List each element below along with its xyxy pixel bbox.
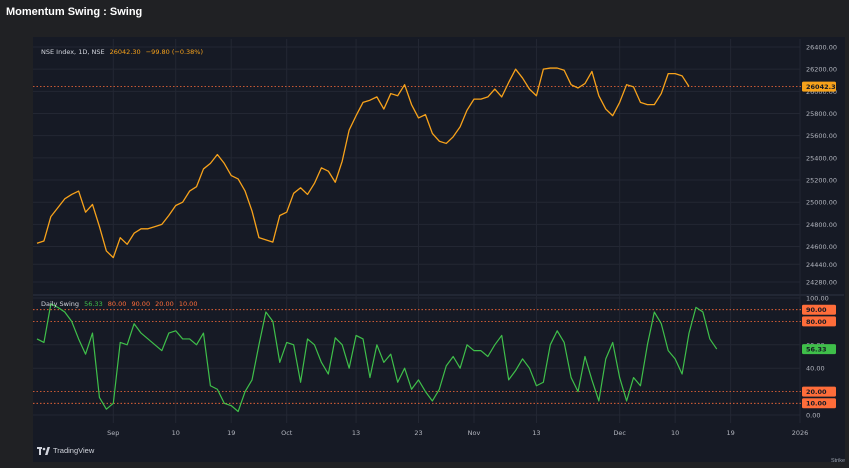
osc-y-tick: 40.00: [806, 365, 825, 373]
price-y-tick: 24280.00: [806, 279, 837, 287]
price-y-tick: 24800.00: [806, 221, 837, 229]
page-title: Momentum Swing : Swing: [6, 6, 143, 18]
level-layer: [33, 86, 804, 404]
price-symbol: NSE Index, 1D, NSE: [41, 48, 105, 56]
series-layer: [36, 67, 718, 413]
chart-frame: [33, 37, 845, 462]
osc-level-tag-bg: [802, 398, 836, 409]
osc-level-tag-bg: [802, 304, 836, 315]
x-tick: 19: [726, 429, 734, 437]
osc-legend: Daily Swing 56.33 80.00 90.00 20.00 10.0…: [41, 300, 197, 308]
x-tick: 10: [671, 429, 679, 437]
osc-level-90: 90.00: [131, 300, 151, 308]
osc-level-20: 20.00: [155, 300, 174, 308]
osc-level-tag: 20.00: [806, 388, 827, 396]
osc-level-tag-bg: [802, 386, 836, 397]
price-y-tick: 25400.00: [806, 154, 837, 162]
x-tick: 2026: [792, 429, 809, 437]
price-legend: NSE Index, 1D, NSE 26042.30 −99.80 (−0.3…: [41, 48, 203, 56]
osc-y-tick: 0.00: [806, 412, 820, 420]
price-y-tick: 25200.00: [806, 177, 837, 185]
x-tick: Sep: [107, 429, 119, 437]
osc-last-tag-bg: [802, 344, 836, 355]
osc-name: Daily Swing: [41, 300, 80, 308]
osc-level-tag: 90.00: [806, 306, 827, 314]
price-y-tick: 26200.00: [806, 66, 837, 74]
credit-label: Strike: [830, 458, 845, 464]
grid-layer: [33, 39, 844, 423]
x-tick: 23: [414, 429, 422, 437]
x-tick: 10: [172, 429, 180, 437]
price-y-tick: 25000.00: [806, 199, 837, 207]
x-tick: 13: [532, 429, 540, 437]
osc-level-10: 10.00: [178, 300, 198, 308]
osc-level-tag-bg: [802, 316, 836, 327]
x-tick: Nov: [468, 429, 481, 437]
x-tick: 13: [352, 429, 360, 437]
tradingview-logo[interactable]: TradingView: [37, 446, 94, 455]
tradingview-icon: [37, 446, 50, 455]
price-y-tick: 26400.00: [806, 44, 837, 52]
price-last-tag-bg: [802, 81, 836, 92]
price-last-tag: 26042.30: [806, 83, 841, 91]
x-tick: 19: [227, 429, 235, 437]
price-series-line: [36, 67, 690, 259]
price-y-tick: 25800.00: [806, 110, 837, 118]
price-change: −99.80 (−0.38%): [145, 48, 204, 56]
price-last: 26042.30: [109, 48, 141, 56]
price-y-tick: 24600.00: [806, 243, 837, 251]
osc-level-tag: 80.00: [806, 318, 827, 326]
axis-layer: 26400.00 26200.00 26000.00 25800.00 25600.00…: [107, 44, 840, 438]
osc-level-80: 80.00: [107, 300, 127, 308]
tradingview-label: TradingView: [53, 446, 95, 455]
price-y-tick: 24440.00: [806, 261, 837, 269]
osc-series-line: [36, 303, 718, 413]
x-tick: Dec: [613, 429, 626, 437]
osc-value: 56.33: [84, 300, 103, 308]
osc-y-tick: 100.00: [806, 295, 829, 303]
price-y-tick: 26000.00: [806, 88, 837, 96]
osc-last-tag: 56.33: [806, 345, 827, 353]
x-tick: Oct: [281, 429, 293, 437]
osc-level-tag: 10.00: [806, 400, 827, 408]
price-y-tick: 25600.00: [806, 132, 837, 140]
